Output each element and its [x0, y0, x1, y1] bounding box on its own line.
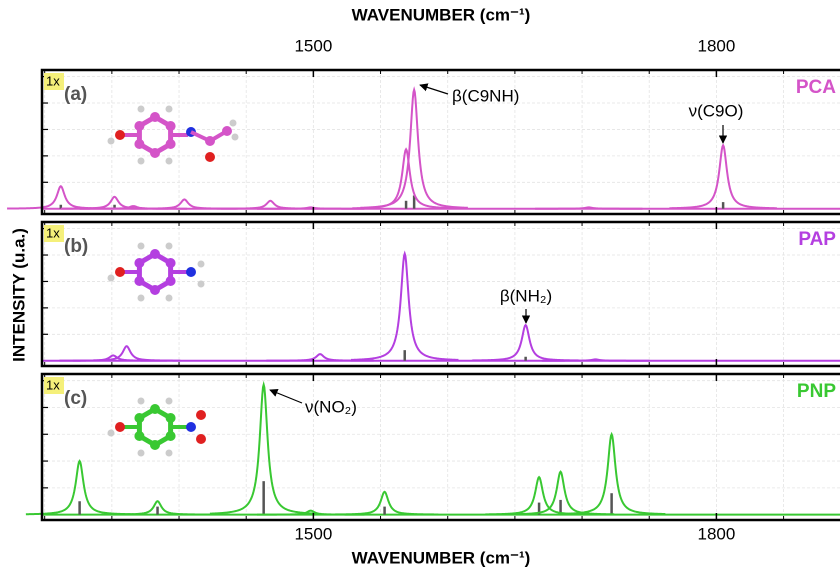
- atom: [134, 121, 144, 131]
- annotation: ν(C9O): [689, 101, 744, 120]
- atom-h: [108, 430, 115, 437]
- atom-c: [205, 136, 215, 146]
- atom-o: [196, 410, 206, 420]
- atom-h: [108, 138, 115, 145]
- atom: [150, 112, 160, 122]
- atom: [134, 276, 144, 286]
- x-tick-label: 1500: [294, 36, 332, 55]
- atom-h: [138, 158, 145, 165]
- atom-h: [166, 398, 173, 405]
- atom-o: [115, 267, 125, 277]
- atom-h: [138, 450, 145, 457]
- series-name: PNP: [797, 381, 836, 402]
- panel-frame: [42, 222, 840, 366]
- panel-label: (a): [64, 84, 87, 105]
- atom-h: [232, 134, 239, 141]
- scale-label: 1x: [46, 377, 60, 392]
- x-tick-label: 1800: [697, 36, 735, 55]
- atom-h: [166, 158, 173, 165]
- atom-h: [138, 398, 145, 405]
- atom: [166, 413, 176, 423]
- annotation-arrow: [420, 85, 448, 94]
- atom: [134, 258, 144, 268]
- atom-h: [138, 106, 145, 113]
- atom-h: [198, 261, 205, 268]
- atom-h: [138, 243, 145, 250]
- atom: [166, 139, 176, 149]
- atom: [166, 121, 176, 131]
- atom-o: [115, 130, 125, 140]
- x-tick-label: 1800: [697, 524, 735, 543]
- atom-h: [166, 450, 173, 457]
- panel-label: (b): [64, 236, 88, 257]
- annotation: β(NH₂): [500, 286, 552, 305]
- atom-n: [186, 422, 196, 432]
- atom: [150, 285, 160, 295]
- series-name: PCA: [796, 77, 836, 98]
- atom: [166, 431, 176, 441]
- series-name: PAP: [798, 229, 836, 250]
- atom-c: [222, 126, 232, 136]
- annotation: ν(NO₂): [305, 397, 357, 416]
- atom: [150, 440, 160, 450]
- x-axis-title: WAVENUMBER (cm⁻¹): [352, 548, 531, 567]
- atom: [166, 276, 176, 286]
- atom: [150, 249, 160, 259]
- scale-label: 1x: [46, 73, 60, 88]
- atom-h: [166, 243, 173, 250]
- atom-n: [186, 267, 196, 277]
- atom-h: [230, 120, 237, 127]
- atom: [150, 148, 160, 158]
- atom-h: [166, 295, 173, 302]
- annotation: β(C9NH): [452, 86, 519, 105]
- atom-o: [196, 434, 206, 444]
- peak: [669, 145, 776, 208]
- panel-frame: [42, 374, 840, 520]
- peak: [351, 254, 458, 360]
- molecule-icon: [108, 398, 207, 457]
- x-tick-label: 1500: [294, 524, 332, 543]
- atom: [134, 431, 144, 441]
- figure: 1x (a) PCA β(C9NH) ν(C9O) WAVENUMBER (cm⁻¹) 15…: [0, 0, 840, 571]
- scale-label: 1x: [46, 225, 60, 240]
- atom-h: [198, 281, 205, 288]
- atom: [134, 413, 144, 423]
- atom: [134, 139, 144, 149]
- panel-label: (c): [64, 388, 87, 409]
- y-axis-title: INTENSITY (u.a.): [9, 228, 28, 362]
- atom-o: [115, 422, 125, 432]
- atom: [150, 404, 160, 414]
- peak: [73, 346, 180, 360]
- annotation-arrow: [270, 390, 302, 403]
- atom-h: [108, 275, 115, 282]
- atom-h: [138, 295, 145, 302]
- atom-o: [205, 152, 215, 162]
- peak: [131, 199, 238, 208]
- atom-h: [166, 106, 173, 113]
- atom: [166, 258, 176, 268]
- molecule-icon: [108, 243, 205, 302]
- peak: [360, 90, 467, 208]
- x-axis-title: WAVENUMBER (cm⁻¹): [352, 5, 531, 24]
- peak: [472, 325, 579, 360]
